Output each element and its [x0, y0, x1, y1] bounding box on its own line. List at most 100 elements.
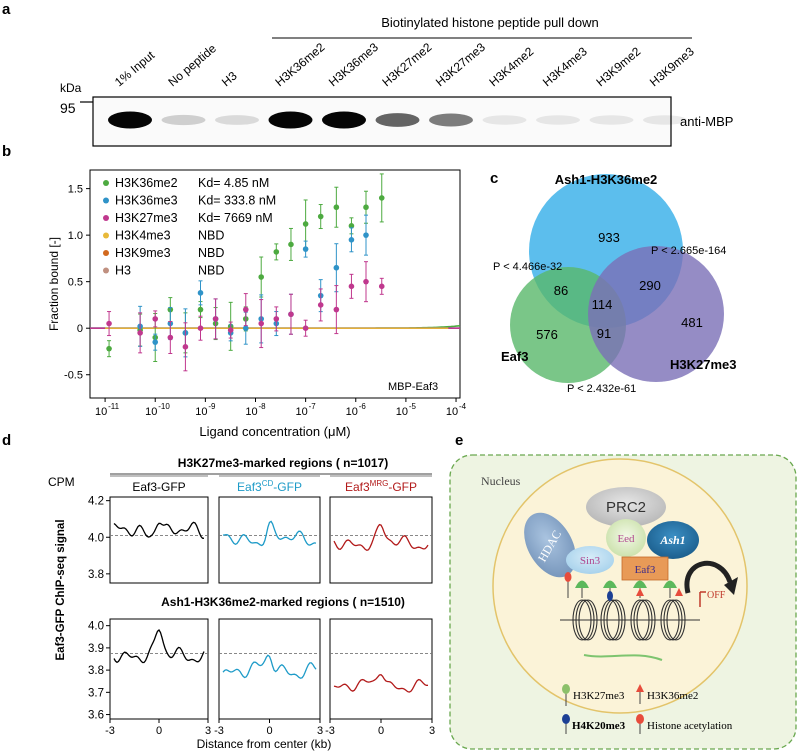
signal-profile [222, 654, 317, 679]
x-tick-label: 10 [296, 406, 308, 418]
legend-kd: Kd= 4.85 nM [198, 176, 269, 190]
pulldown-header: Biotinylated histone peptide pull down [381, 15, 599, 30]
legend-h3k27me3-label: H3K27me3 [573, 690, 625, 702]
legend-kd: Kd= 333.8 nM [198, 194, 276, 208]
x-tick-label: 3 [429, 725, 435, 737]
y-tick-label: 0 [77, 323, 83, 335]
legend-series-name: H3K27me3 [115, 211, 178, 225]
venn-count-h3k27-only: 481 [681, 315, 703, 330]
lane-label: No peptide [165, 41, 219, 89]
panel-label-b: b [2, 143, 11, 160]
model-legend: H3K27me3 H3K36me2 H4K20me3 Histone acety… [562, 684, 733, 734]
data-point [197, 325, 204, 332]
lane-label: H3K9me2 [593, 44, 643, 89]
blot-bands [108, 111, 687, 129]
kda-label: kDa [60, 81, 82, 95]
nucleus-label: Nucleus [481, 474, 521, 488]
x-tick-label: -3 [214, 725, 224, 737]
venn-count-ash1-eaf3: 86 [554, 283, 568, 298]
blot-band [643, 115, 687, 125]
off-label: OFF [707, 590, 726, 601]
data-point [333, 204, 340, 211]
data-point [302, 246, 309, 252]
hdac-complex [524, 512, 576, 578]
lane-labels: 1% Input No peptide H3 H3K36me2H3K36me3H3K2… [112, 40, 697, 90]
subplot-frame [109, 618, 209, 720]
x-tick-exponent: -10 [158, 402, 170, 411]
antibody-label: anti-MBP [680, 114, 733, 129]
x-tick-exponent: -6 [359, 402, 367, 411]
x-tick-label: 10 [346, 406, 358, 418]
data-point [152, 339, 159, 345]
lane-label: H3K36me2 [272, 40, 327, 90]
x-tick-exponent: -9 [208, 402, 216, 411]
subplot-frame [329, 618, 433, 720]
model-diagram: Nucleus PRC2 Eed Ash1 HDAC Sin3 Eaf3 OFF… [449, 454, 797, 750]
legend-h4k20me3-marker [562, 714, 570, 724]
legend-series-name: H3K36me3 [115, 194, 178, 208]
binding-curve-chart: -0.500.51.01.5 10 -11 10 -10 10 -9 10 -8 10 -7 10-… [47, 169, 467, 439]
lane-label: H3K27me3 [433, 40, 488, 90]
venn-count-ash1-only: 933 [598, 230, 620, 245]
venn-diagram: Ash1-H3K36me2 H3K27me3 Eaf3 933 481 576 … [493, 172, 737, 395]
y-axis-label: Fraction bound [-] [47, 237, 61, 331]
x-tick-label: 0 [266, 725, 272, 737]
legend-series-name: H3 [115, 264, 131, 278]
nucleosome-coil [666, 599, 686, 641]
lane-label: H3K36me3 [326, 40, 381, 90]
y-tick-label: 1.0 [68, 230, 83, 242]
marker-95: 95 [60, 100, 76, 116]
x-tick-exponent: -4 [459, 402, 467, 411]
legend-h3k36me2-arrow [636, 684, 644, 692]
subplot-frame [109, 496, 209, 584]
blot-band [375, 113, 420, 127]
data-point [288, 311, 294, 318]
venn-count-ash1-h3k27: 290 [639, 278, 661, 293]
data-point [348, 283, 355, 290]
x-tick-label: 10 [95, 406, 107, 418]
venn-circle-h3k27me3 [588, 246, 724, 382]
data-point [227, 327, 234, 333]
data-point [348, 236, 355, 243]
data-point [212, 316, 219, 322]
data-point [288, 241, 294, 248]
chip-x-axis-label: Distance from center (kb) [197, 737, 332, 751]
blot-band [536, 115, 580, 125]
rna-strand [583, 654, 663, 661]
data-points [106, 173, 385, 372]
lane-label: H3 [219, 69, 240, 90]
legend-series-name: H3K9me3 [115, 246, 171, 260]
h3k27me3-mark [603, 580, 617, 588]
y-tick-label: 1.5 [68, 184, 83, 196]
y-tick-label: 3.9 [88, 643, 104, 655]
blot-band [215, 115, 259, 125]
y-tick-label: 3.8 [88, 569, 104, 581]
nucleosome-coil [606, 599, 626, 641]
sin3-protein [566, 546, 614, 574]
x-tick-label: -3 [325, 725, 335, 737]
sin3-label: Sin3 [580, 555, 601, 567]
subplot-frame [218, 496, 321, 584]
data-point [363, 204, 369, 211]
x-tick-label: 10 [195, 406, 207, 418]
blot-band [429, 113, 473, 127]
data-point [302, 325, 309, 332]
eaf3-label: Eaf3 [635, 564, 656, 576]
ash1-protein [647, 521, 699, 559]
panel-label-e: e [455, 432, 463, 449]
subplot-frame [329, 496, 433, 584]
column-title: Eaf3-GFP [132, 480, 185, 494]
data-point [258, 320, 265, 327]
blot-band [589, 115, 634, 125]
fit-curves [90, 324, 461, 329]
legend-kd: NBD [198, 246, 224, 260]
h3k36me2-mark [675, 588, 683, 596]
legend-h3k36me2-label: H3K36me2 [647, 690, 698, 702]
eed-label: Eed [617, 533, 635, 545]
pvalue-eaf3-h3k27: P < 2.432e-61 [567, 383, 636, 395]
column-title: Eaf3CD-GFP [237, 479, 302, 494]
panel-label-d: d [2, 432, 11, 449]
legend-marker [103, 180, 109, 186]
data-point [197, 290, 204, 296]
